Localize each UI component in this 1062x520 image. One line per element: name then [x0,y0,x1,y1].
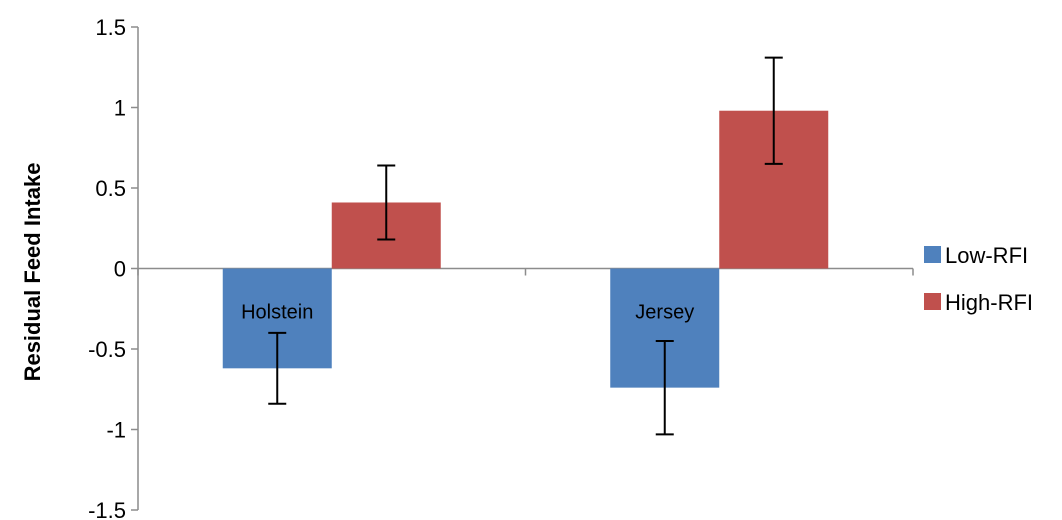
axes: 1.5 1 0.5 0 -0.5 -1 -1.5 [88,15,914,520]
y-tick-label: 0.5 [95,176,126,201]
y-tick-label: 0 [114,257,126,282]
legend-swatch [924,246,941,263]
category-label: Holstein [241,302,313,324]
y-tick-label: -1.5 [88,498,126,520]
legend-swatch [924,293,941,310]
category-label: Jersey [635,302,694,324]
y-axis-label: Residual Feed Intake [20,163,45,382]
legend-label: Low-RFI [945,243,1028,268]
category-labels: Holstein Jersey [241,302,694,324]
bars [222,110,829,388]
y-tick-label: -0.5 [88,337,126,362]
legend: Low-RFI High-RFI [924,243,1033,315]
y-tick-label: -1 [106,418,126,443]
y-tick-label: 1.5 [95,15,126,40]
error-bars [268,56,783,436]
y-tick-label: 1 [114,96,126,121]
legend-label: High-RFI [945,290,1033,315]
